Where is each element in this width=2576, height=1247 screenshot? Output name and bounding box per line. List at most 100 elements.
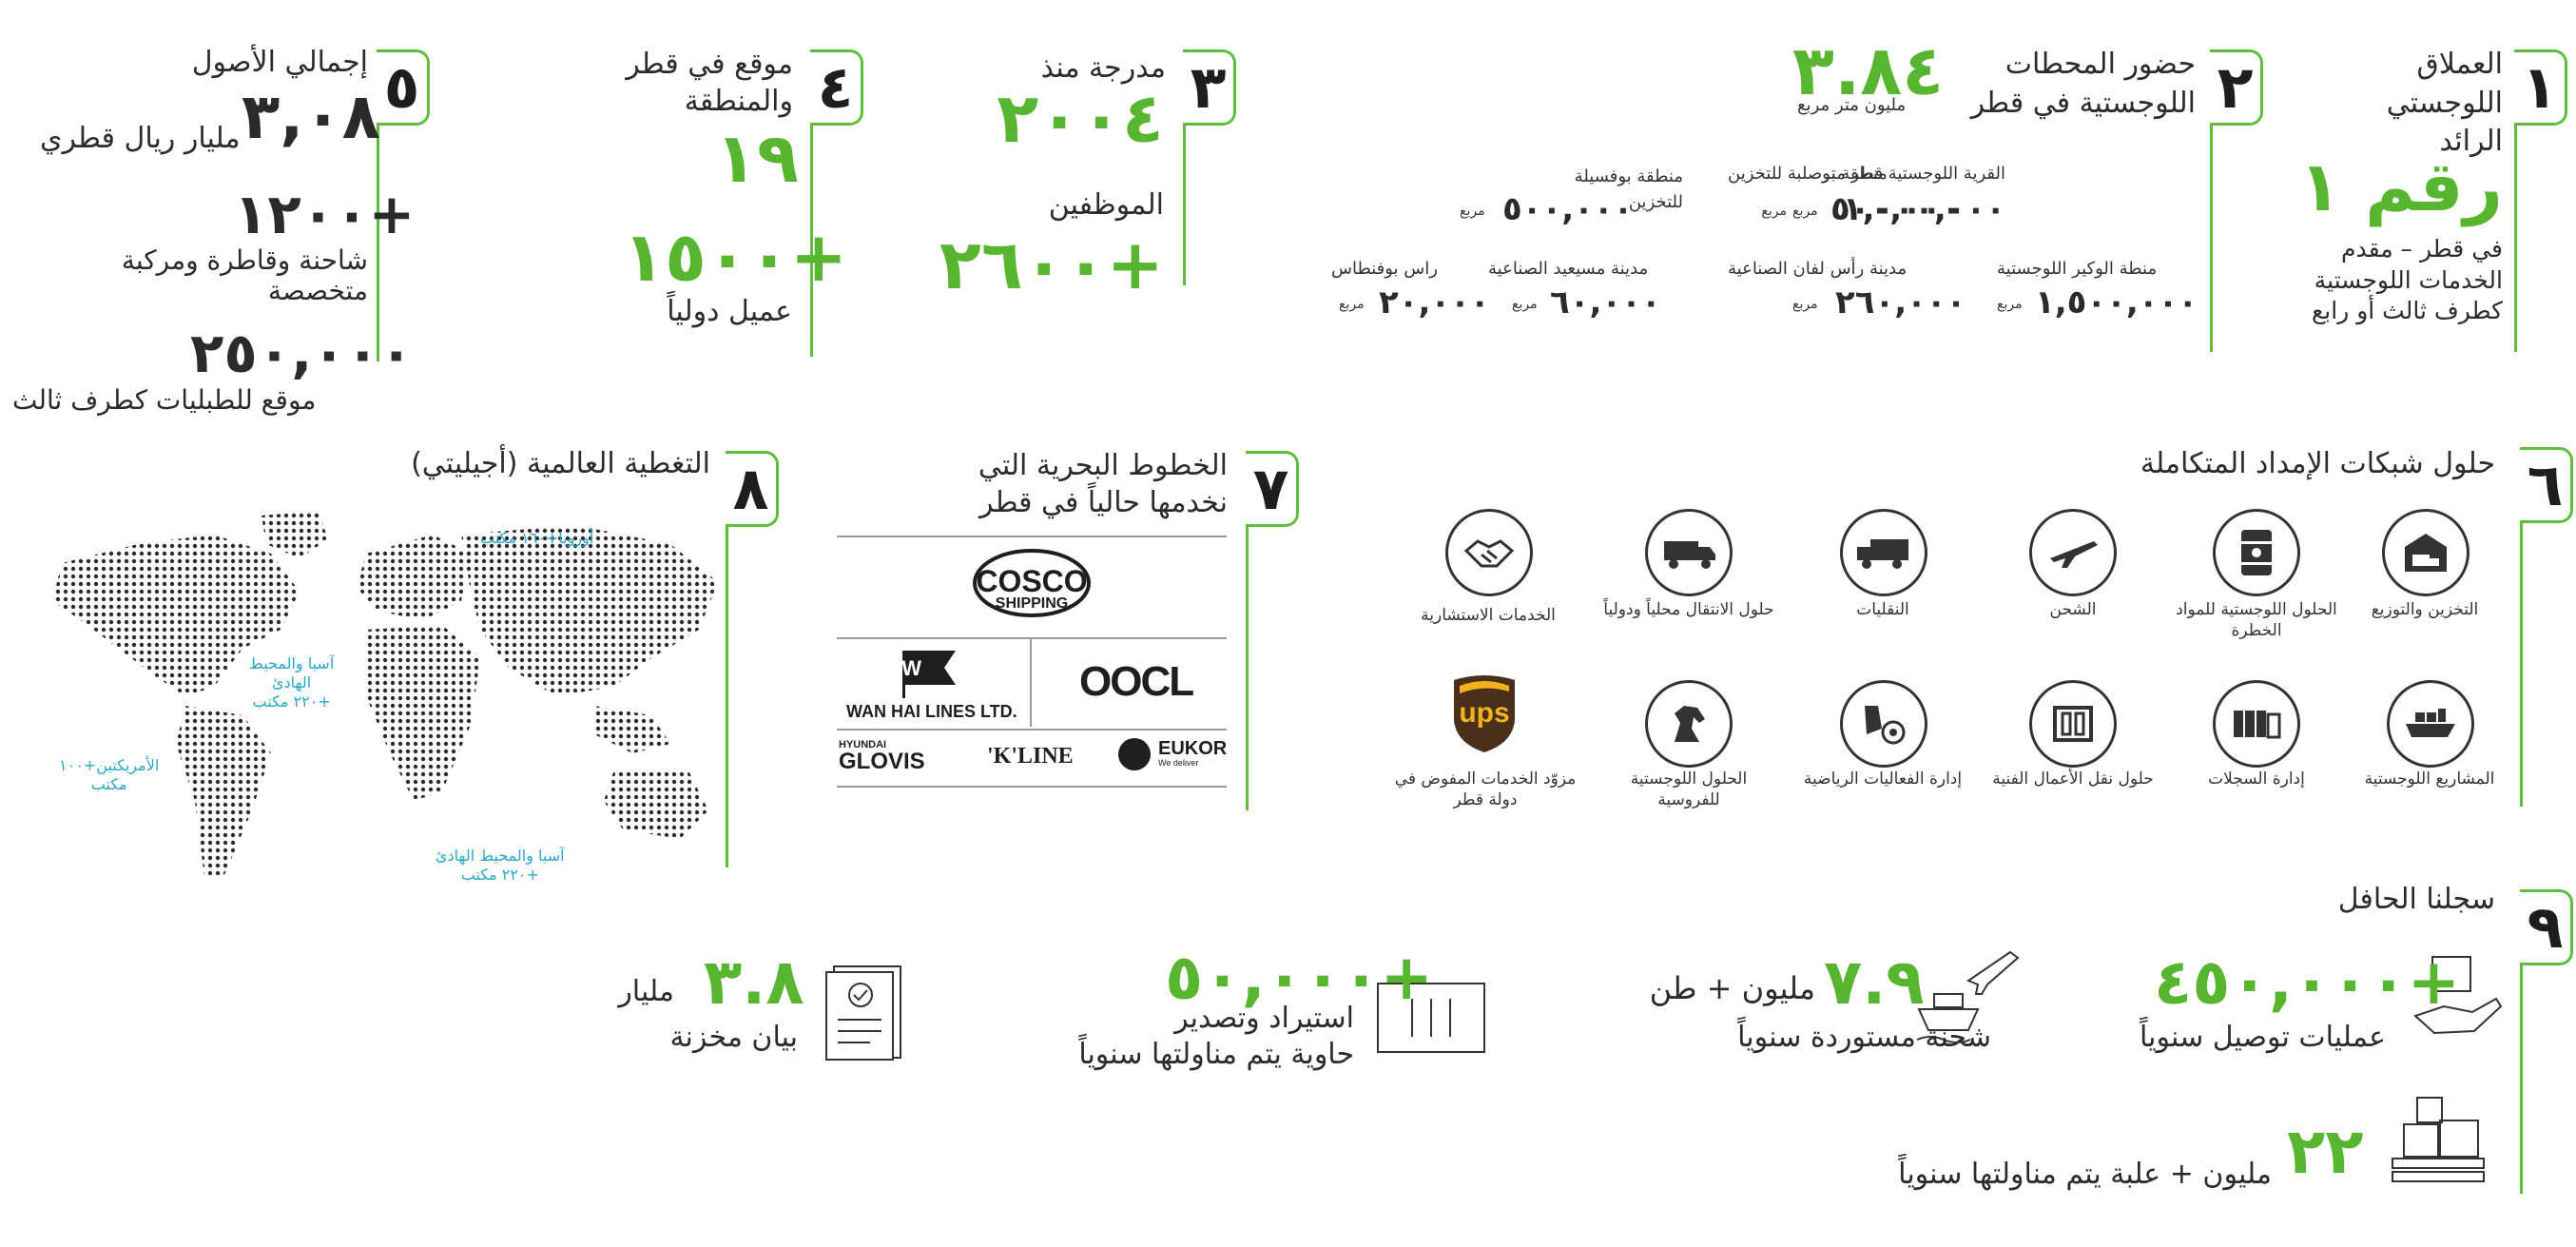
trucks-count: +١٢٠٠ xyxy=(234,182,416,246)
listed-since-label: مدرجة منذ xyxy=(1040,51,1166,85)
section-4-number: ٤ xyxy=(817,52,854,122)
label-line: الهادئ xyxy=(272,673,312,692)
service-label: الحلول اللوجستية للمواد الخطرة xyxy=(2176,600,2337,641)
site-value: ١,٠٠٠,٠٠٠ xyxy=(1842,190,2005,228)
section-9-badge: ٩ xyxy=(2520,889,2573,965)
section-3-badge: ٣ xyxy=(1183,49,1236,126)
site-unit: مربع xyxy=(1997,297,2023,312)
section-7-title: الخطوط البحرية التي نخدمها حالياً في قطر xyxy=(978,447,1228,521)
section-2-badge: ٢ xyxy=(2210,49,2263,126)
section-1-divider xyxy=(2514,124,2517,352)
section-2-number: ٢ xyxy=(2217,52,2254,122)
title-line: العملاق xyxy=(2416,48,2503,81)
hyundai-glovis-logo: HYUNDAI GLOVIS xyxy=(839,740,925,773)
eukor-subtext: We deliver xyxy=(1158,758,1199,768)
section-5-badge: ٥ xyxy=(377,49,430,126)
title-line: الخطوط البحرية التي xyxy=(978,449,1228,482)
title-line: اللوجستي xyxy=(2386,86,2503,120)
kline-logo: 'K'LINE xyxy=(987,744,1074,769)
pallet-locations-label: موقع للطبليات كطرف ثالث xyxy=(12,384,317,416)
label-line: مكتب xyxy=(90,775,127,793)
title-line: حضور المحطات xyxy=(2005,48,2196,81)
wanhai-logo-text: WAN HAI LINES LTD. xyxy=(846,702,1017,721)
title-line: اللوجستية في قطر xyxy=(1970,86,2196,120)
site-name: مدينة رأس لفان الصناعية xyxy=(1728,259,1908,279)
containers-count: +٥٠,٠٠٠ xyxy=(1165,941,1433,1014)
employees-count: +٢٦٠٠ xyxy=(939,224,1164,304)
section-9-title: سجلنا الحافل xyxy=(2337,883,2495,916)
label-line: استيراد وتصدير xyxy=(1174,1002,1354,1035)
section-4-divider xyxy=(810,124,813,357)
section-1-badge: ١ xyxy=(2514,49,2567,126)
section-8-divider xyxy=(726,525,728,867)
service-label: إدارة الفعاليات الرياضية xyxy=(1803,770,1963,789)
site-value: ٥٠٠,٠٠٠ xyxy=(1502,190,1634,228)
records-label: بيان مخزنة xyxy=(669,1021,798,1054)
section-6-divider xyxy=(2520,521,2523,807)
cosco-logo-text: COSCO xyxy=(976,564,1088,598)
site-name: راس بوفنطاس xyxy=(1331,259,1438,279)
map-label-americas: الأمريكتين+١٠٠ مكتب xyxy=(59,756,159,794)
cargo-ship-icon xyxy=(2387,680,2474,768)
service-label: الخدمات الاستشارية xyxy=(1421,606,1556,625)
site-name: مدينة مسيعيد الصناعية xyxy=(1488,259,1649,279)
records-unit: مليار xyxy=(618,975,674,1008)
containers-label: استيراد وتصدير حاوية يتم مناولتها سنوياً xyxy=(1078,1001,1354,1072)
section-6-number: ٦ xyxy=(2527,450,2564,519)
ups-logo-text: ups xyxy=(1459,697,1510,729)
site-name: منطقة بوصلبة للتخزين xyxy=(1728,164,1888,184)
site-name: منطقة بوفسيلة للتخزين xyxy=(1574,166,1683,212)
service-label: إدارة السجلات xyxy=(2208,770,2305,789)
label-line: الأمريكتين+١٠٠ xyxy=(59,756,160,774)
site-unit: مربع xyxy=(1761,204,1787,219)
site-value: ٦٠,٠٠٠ xyxy=(1550,283,1661,321)
records-value: ٣.٨ xyxy=(704,945,804,1019)
label-line: +٢٢٠ مكتب xyxy=(460,866,539,884)
pallet-boxes-icon xyxy=(2385,1092,2489,1197)
cosco-logo-subtext: SHIPPING xyxy=(995,595,1069,612)
svg-text:W: W xyxy=(901,656,921,680)
stations-total-unit: مليون متر مربع xyxy=(1797,95,1907,115)
service-label: المشاريع اللوجستية xyxy=(2364,770,2495,789)
section-7-divider xyxy=(1246,525,1249,810)
label-line: +٢٢٠ مكتب xyxy=(252,692,331,711)
listed-year: ٢٠٠٤ xyxy=(997,78,1164,158)
title-line: والمنطقة xyxy=(684,85,793,118)
assets-value: ٣,٠٨ xyxy=(242,80,380,153)
deliveries-label: عمليات توصيل سنوياً xyxy=(2140,1021,2386,1054)
tonnage-label: شحنة مستوردة سنوياً xyxy=(1737,1021,1991,1054)
section-6-title: حلول شبكات الإمداد المتكاملة xyxy=(2140,447,2495,480)
pallet-locations-count: ٢٥٠,٠٠٠ xyxy=(190,321,414,385)
lines-divider xyxy=(837,637,1227,639)
title-line: موقع في قطر xyxy=(626,48,793,81)
document-check-icon xyxy=(823,963,904,1067)
tonnage-value: ٧.٩ xyxy=(1824,945,1925,1019)
tonnage-unit: مليون + طن xyxy=(1649,970,1815,1006)
clients-count: +١٥٠٠ xyxy=(623,217,848,297)
oocl-logo: OOCL xyxy=(1079,658,1194,705)
lines-divider xyxy=(837,536,1227,537)
leader-rank: رقم ١ xyxy=(2298,146,2503,226)
assets-title: إجمالي الأصول xyxy=(191,46,368,79)
warehouse-truck-icon xyxy=(2382,509,2469,596)
service-label: الشحن xyxy=(2049,600,2097,619)
airplane-icon xyxy=(2029,509,2117,596)
boxes-count: ٢٢ xyxy=(2287,1115,2364,1188)
service-label: النقليات xyxy=(1856,600,1909,619)
art-frame-icon xyxy=(2029,680,2117,768)
stations-total: ٣.٨٤ xyxy=(1792,30,1945,110)
site-unit: مربع xyxy=(1339,297,1365,312)
service-label: التخزين والتوزيع xyxy=(2371,600,2479,619)
hazard-barrel-icon xyxy=(2213,509,2300,596)
title-line: نخدمها حالياً في قطر xyxy=(979,486,1228,519)
lines-vertical-divider xyxy=(1030,639,1032,727)
desc-line: الخدمات اللوجستية xyxy=(2314,265,2503,294)
section-1-title: العملاق اللوجستي الرائد xyxy=(2387,46,2503,162)
glovis-text: GLOVIS xyxy=(839,749,925,774)
container-icon xyxy=(1374,980,1488,1060)
handshake-icon xyxy=(1445,509,1533,596)
section-3-divider xyxy=(1183,124,1186,285)
section-8-badge: ٨ xyxy=(726,451,779,527)
hyundai-text: HYUNDAI xyxy=(839,739,887,750)
service-label: الحلول اللوجستية للفروسية xyxy=(1630,770,1748,810)
